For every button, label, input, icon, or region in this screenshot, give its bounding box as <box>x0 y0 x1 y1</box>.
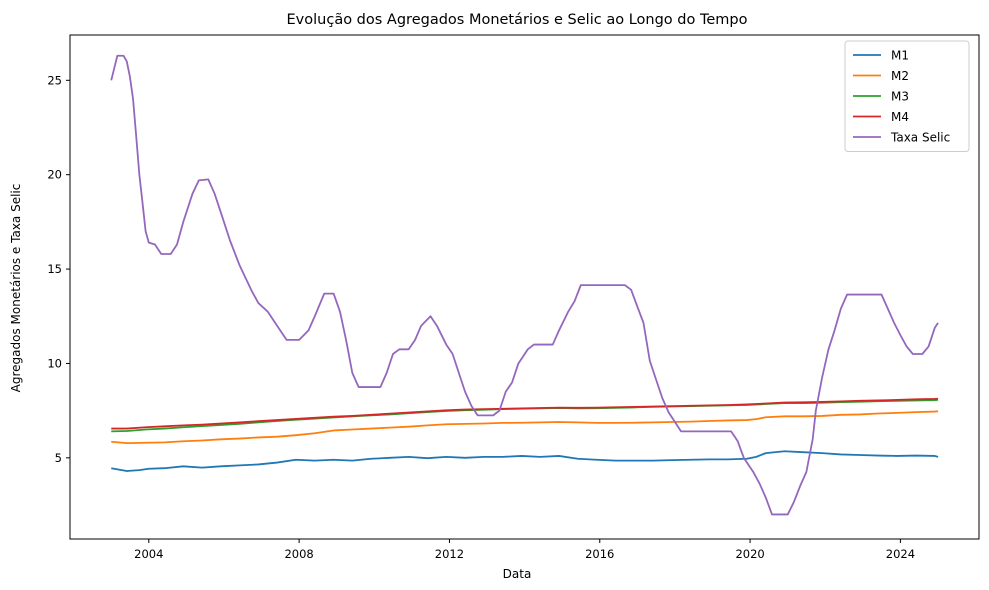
x-tick-label: 2024 <box>886 547 915 561</box>
series-line-m4 <box>111 397 939 430</box>
x-tick-label: 2004 <box>134 547 163 561</box>
plot-frame <box>69 34 980 540</box>
y-tick-label: 15 <box>47 262 62 276</box>
x-tick-label: 2016 <box>585 547 614 561</box>
legend-label: Taxa Selic <box>890 131 950 145</box>
x-axis-label: Data <box>503 567 532 581</box>
x-tick-label: 2012 <box>435 547 464 561</box>
series-line-taxa-selic <box>110 54 939 516</box>
legend-label: M1 <box>891 49 909 63</box>
y-tick-label: 5 <box>55 451 62 465</box>
y-tick-label: 10 <box>47 356 62 370</box>
plot-area: 2004 2008 2012 2016 2020 2024 5 10 15 20 25 <box>47 34 980 561</box>
x-tick-label: 2020 <box>735 547 764 561</box>
legend: M1 M2 M3 M4 Taxa Selic <box>844 40 970 152</box>
chart-title: Evolução dos Agregados Monetários e Seli… <box>287 12 748 28</box>
y-axis-label: Agregados Monetários e Taxa Selic <box>9 184 23 393</box>
y-tick-label: 20 <box>47 168 62 182</box>
legend-box <box>844 40 970 152</box>
series-line-m1 <box>111 450 939 472</box>
legend-label: M3 <box>891 90 909 104</box>
legend-label: M4 <box>891 110 909 124</box>
series-line-m2 <box>111 410 939 445</box>
x-tick-label: 2008 <box>284 547 313 561</box>
y-tick-label: 25 <box>47 73 62 87</box>
legend-label: M2 <box>891 69 909 83</box>
